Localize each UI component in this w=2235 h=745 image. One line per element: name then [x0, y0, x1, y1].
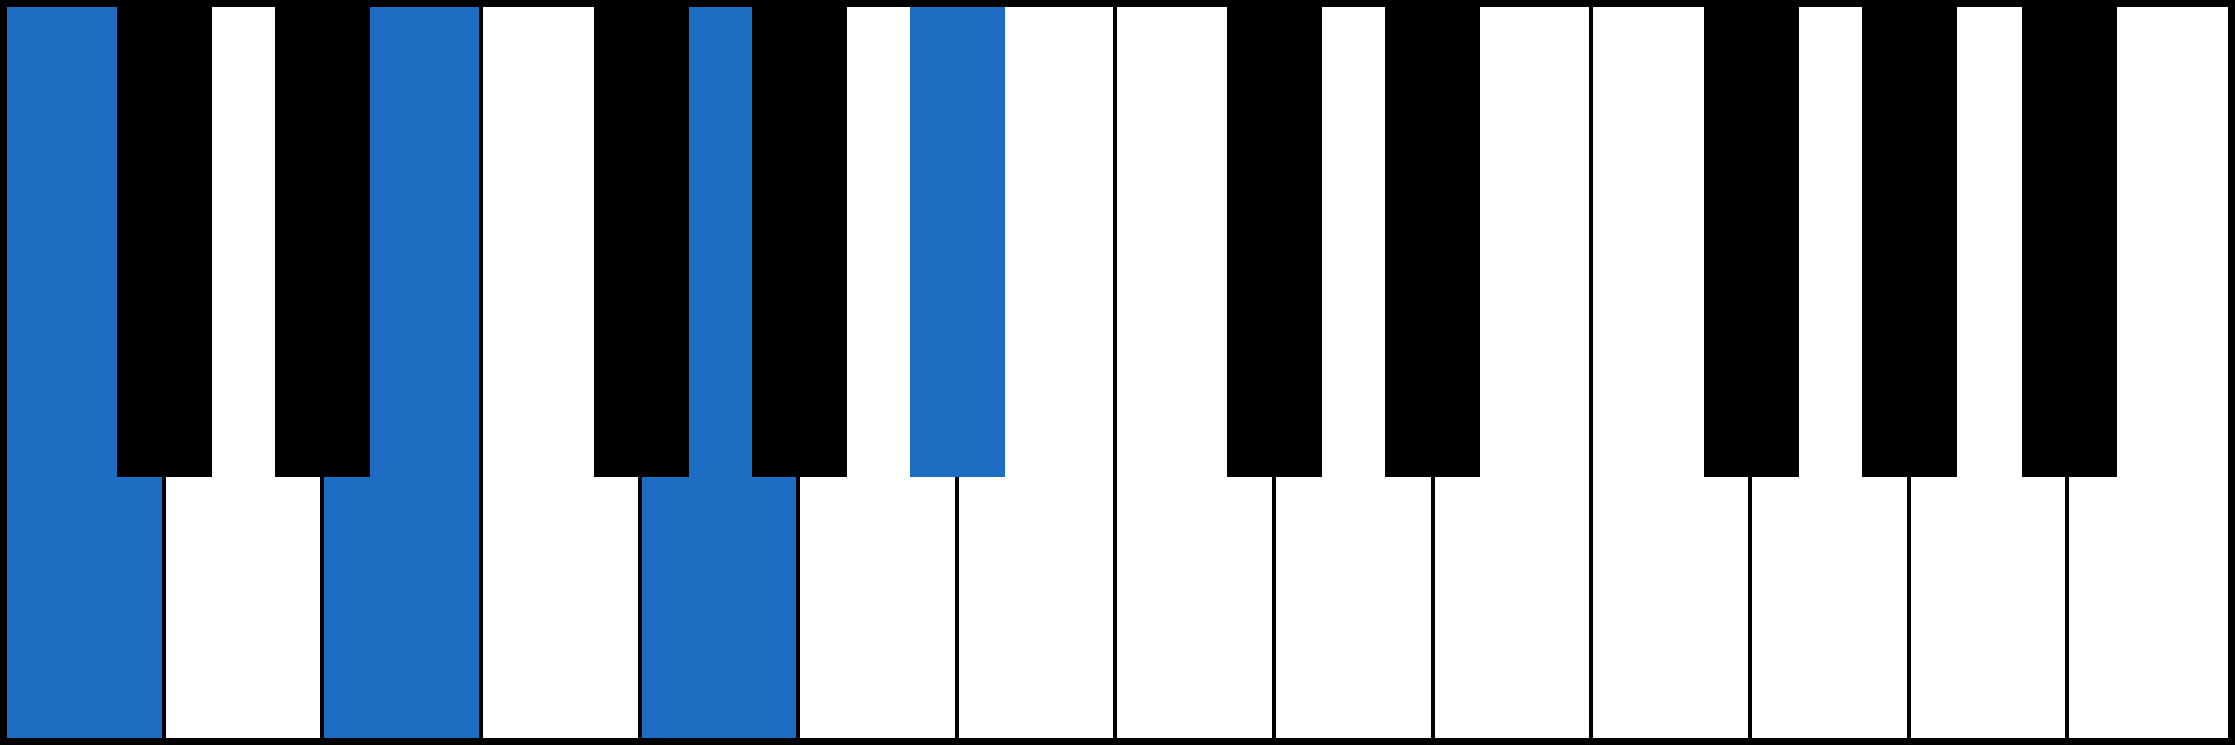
black-key-gsharp-3 [752, 7, 847, 477]
black-key-csharp-0 [117, 7, 212, 477]
black-key-asharp-9 [2022, 7, 2117, 477]
black-key-gsharp-8 [1862, 7, 1957, 477]
black-key-fsharp-7 [1704, 7, 1799, 477]
black-key-fsharp-2 [594, 7, 689, 477]
black-key-dsharp-1 [275, 7, 370, 477]
black-key-csharp-5 [1227, 7, 1322, 477]
piano-keyboard [0, 0, 2235, 745]
black-key-dsharp-6 [1385, 7, 1480, 477]
black-key-asharp-4 [910, 7, 1005, 477]
